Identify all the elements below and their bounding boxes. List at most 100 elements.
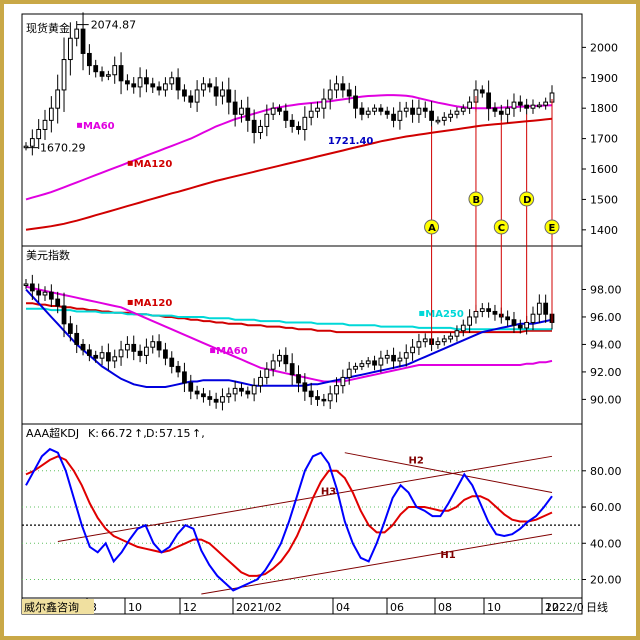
x-tick-label: 12 <box>183 601 197 614</box>
kdj-h2-line <box>344 452 553 494</box>
dxy-candle <box>156 341 162 351</box>
gold-candle <box>106 74 111 77</box>
dxy-candle <box>175 365 181 373</box>
dxy-candle <box>422 338 428 343</box>
dxy-candle <box>182 371 187 384</box>
gold-candle <box>80 28 86 54</box>
x-tick-label: 2021/02 <box>236 601 282 614</box>
gold-candle <box>524 104 530 109</box>
dxy-candle <box>169 357 175 367</box>
y-tick-label: 1500 <box>590 193 618 206</box>
dxy-candle <box>213 398 219 403</box>
gold-low-label: 1670.29 <box>40 142 86 155</box>
gold-candle <box>505 107 511 115</box>
y-tick-label: 60.00 <box>590 501 622 514</box>
gold-candle <box>125 80 130 85</box>
kdj-d-label: D: <box>146 427 158 440</box>
gold-candle <box>435 119 441 123</box>
footer-period: 日线 <box>586 600 608 614</box>
kdj-d-line <box>25 455 553 577</box>
dxy-candle <box>277 354 282 362</box>
y-tick-label: 90.00 <box>590 393 622 406</box>
dxy-candle <box>372 360 377 366</box>
y-tick-label: 98.00 <box>590 283 622 296</box>
dxy-candle <box>365 360 371 365</box>
gold-candle <box>251 119 257 134</box>
gold-candle <box>460 107 466 112</box>
dxy-candle <box>460 324 466 332</box>
gold-candle <box>201 83 206 91</box>
footer-brand-bg <box>22 599 94 614</box>
dxy-ma120-label: MA120 <box>134 298 173 309</box>
gold-candle <box>492 107 498 112</box>
dxy-candle <box>150 341 156 348</box>
dxy-candle <box>391 354 396 362</box>
gold-candle <box>144 77 149 85</box>
gold-candle <box>48 107 54 121</box>
gold-ma60-label: MA60 <box>83 121 115 132</box>
gold-candle <box>296 125 301 130</box>
kdj-k-arrow: ↑, <box>134 427 147 440</box>
marker-circle-e <box>544 219 560 235</box>
dxy-candle <box>283 354 289 365</box>
dxy-ma120-line <box>26 302 552 334</box>
dxy-candle <box>258 376 263 387</box>
gold-candle <box>239 107 244 115</box>
gold-candle <box>86 52 92 67</box>
dxy-candle <box>125 343 130 351</box>
dxy-candle <box>505 316 511 321</box>
x-tick-label: 10 <box>128 601 142 614</box>
dxy-panel: 98.00 96.00 94.00 92.00 90.00 MA120 MA250 MA60 <box>23 274 622 411</box>
gold-title: 现货黄金 <box>26 21 70 35</box>
gold-candle <box>188 95 194 103</box>
dxy-candle <box>226 393 232 398</box>
gold-candle <box>429 110 434 121</box>
gold-candle <box>118 65 124 82</box>
gold-candle <box>283 110 289 121</box>
dxy-candle <box>29 283 35 292</box>
gold-candle <box>163 83 168 91</box>
gold-candle <box>226 89 232 103</box>
dxy-candle <box>416 341 422 348</box>
dxy-candle <box>251 385 257 395</box>
gold-candle <box>536 104 542 108</box>
dxy-candle <box>378 357 384 366</box>
y-tick-label: 1400 <box>590 224 618 237</box>
gold-candle <box>359 107 365 115</box>
dxy-ma120-label-swatch <box>127 299 133 305</box>
gold-panel: 2000 1900 1800 1700 1600 1500 1400 2074.87 1670.… <box>23 12 618 237</box>
dxy-candle <box>441 338 447 343</box>
x-tick-label: 10 <box>487 601 501 614</box>
dxy-candle <box>80 343 86 351</box>
dxy-ma250-label-swatch <box>419 310 425 316</box>
y-tick-label: 96.00 <box>590 311 622 324</box>
gold-candle <box>340 83 346 91</box>
dxy-candle <box>327 393 333 402</box>
dxy-candle <box>194 390 200 395</box>
kdj-d-arrow: ↑, <box>192 427 205 440</box>
gold-ma60-line <box>25 94 553 201</box>
gold-candle <box>498 110 504 115</box>
dxy-blue-line <box>25 288 553 388</box>
gold-candle <box>93 65 99 73</box>
dxy-candle <box>308 390 314 398</box>
kdj-h3-label: H3 <box>321 486 336 497</box>
dxy-candle <box>359 363 365 367</box>
gold-ma120-line <box>25 117 553 231</box>
x-tick-label: 08 <box>438 601 452 614</box>
dxy-candle <box>340 376 346 387</box>
dxy-candle <box>201 393 206 398</box>
gold-candle <box>479 89 485 94</box>
dxy-candle <box>207 396 213 400</box>
dxy-candle <box>321 398 327 402</box>
gold-candle <box>245 107 251 121</box>
dxy-ma60-label: MA60 <box>216 346 248 357</box>
dxy-candle <box>353 365 358 370</box>
gold-candle <box>150 83 156 88</box>
gold-candle <box>258 125 263 134</box>
x-tick-label: 12 <box>545 601 559 614</box>
gold-candle <box>67 37 73 61</box>
